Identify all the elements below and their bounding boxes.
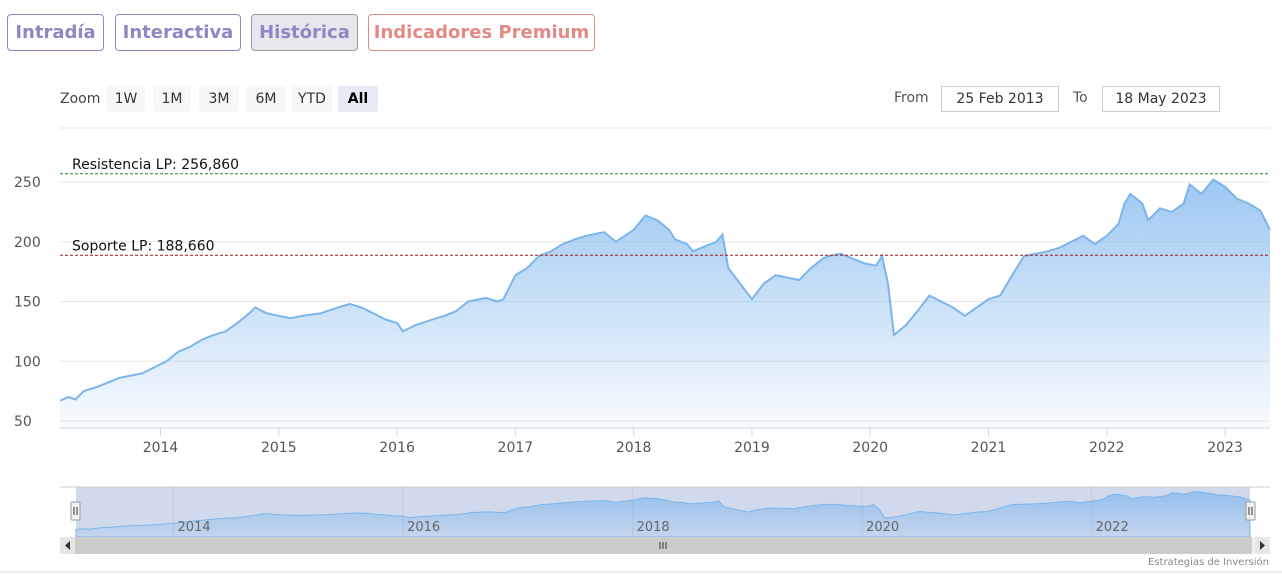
x-tick-label: 2014 xyxy=(143,440,179,456)
to-label: To xyxy=(1073,90,1088,106)
zoom-label: Zoom xyxy=(60,91,101,107)
zoom-3m-button[interactable]: 3M xyxy=(199,86,239,112)
scrollbar-grip-icon xyxy=(659,542,667,549)
zoom-ytd-button[interactable]: YTD xyxy=(292,86,332,112)
chevron-right-icon xyxy=(1260,541,1265,550)
from-label: From xyxy=(894,90,929,106)
price-line xyxy=(59,178,1271,402)
navigator-label: 2014 xyxy=(178,520,211,535)
level-annotations: Resistencia LP: 256,860 Soporte LP: 188,6… xyxy=(60,157,1270,256)
x-tick-label: 2016 xyxy=(379,440,415,456)
resistance-label: Resistencia LP: 256,860 xyxy=(72,157,239,173)
x-tick-label: 2019 xyxy=(734,440,770,456)
navigator-right-handle[interactable] xyxy=(1245,501,1256,521)
price-area xyxy=(60,179,1270,428)
scrollbar[interactable] xyxy=(60,537,1270,554)
navigator-label: 2020 xyxy=(866,520,899,535)
zoom-1m-button[interactable]: 1M xyxy=(153,86,191,112)
chevron-left-icon xyxy=(65,541,70,550)
navigator-area xyxy=(75,491,1251,538)
y-tick-label: 200 xyxy=(14,235,41,251)
y-tick-label: 150 xyxy=(14,295,41,311)
tab-indicadores-premium[interactable]: Indicadores Premium xyxy=(368,14,595,51)
credits-text: Estrategias de Inversión xyxy=(1148,557,1269,568)
zoom-all-button[interactable]: All xyxy=(338,86,378,112)
tab-intradia[interactable]: Intradía xyxy=(7,14,104,51)
tab-interactiva[interactable]: Interactiva xyxy=(115,14,241,51)
support-label: Soporte LP: 188,660 xyxy=(72,238,215,254)
x-tick-label: 2017 xyxy=(498,440,534,456)
x-tick-label: 2018 xyxy=(616,440,652,456)
zoom-1w-button[interactable]: 1W xyxy=(107,86,145,112)
x-tick-label: 2015 xyxy=(261,440,297,456)
zoom-6m-button[interactable]: 6M xyxy=(246,86,286,112)
x-axis-labels: 2014 2015 2016 2017 2018 2019 2020 2021 2022 2023 xyxy=(143,428,1243,456)
navigator-labels: 2014 2016 2018 2020 2022 xyxy=(178,520,1129,535)
x-tick-label: 2020 xyxy=(852,440,888,456)
x-tick-label: 2022 xyxy=(1089,440,1125,456)
y-tick-label: 250 xyxy=(14,175,41,191)
navigator-label: 2016 xyxy=(407,520,440,535)
from-date-input[interactable]: 25 Feb 2013 xyxy=(941,86,1059,112)
navigator-label: 2022 xyxy=(1096,520,1129,535)
range-selector: Zoom 1W 1M 3M 6M YTD All From 25 Feb 201… xyxy=(0,86,1282,112)
navigator[interactable]: 2014 2016 2018 2020 2022 xyxy=(60,486,1270,538)
y-tick-label: 100 xyxy=(14,354,41,370)
navigator-label: 2018 xyxy=(637,520,670,535)
y-tick-label: 50 xyxy=(14,414,32,430)
to-date-input[interactable]: 18 May 2023 xyxy=(1102,86,1220,112)
x-tick-label: 2021 xyxy=(971,440,1007,456)
x-tick-label: 2023 xyxy=(1207,440,1243,456)
navigator-left-handle[interactable] xyxy=(70,501,81,521)
tab-historica[interactable]: Histórica xyxy=(251,14,358,51)
y-axis-labels: 50 100 150 200 250 xyxy=(14,175,41,430)
